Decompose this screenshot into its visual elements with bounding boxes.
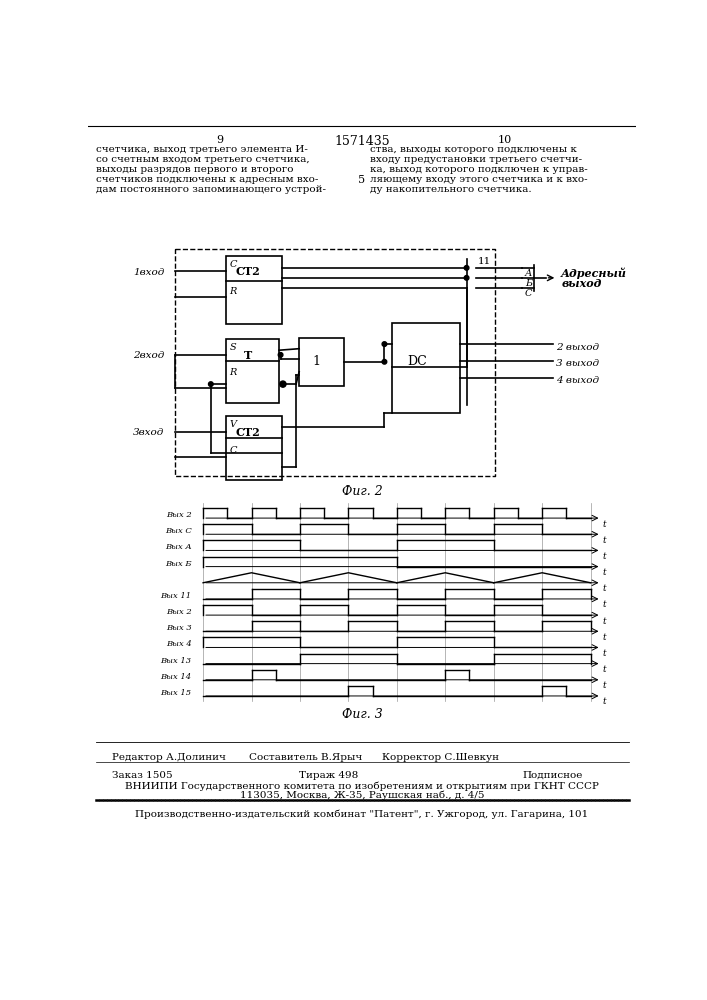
Text: Заказ 1505: Заказ 1505 <box>112 771 173 780</box>
Text: Адресный: Адресный <box>561 268 627 279</box>
Text: выход: выход <box>561 278 602 289</box>
Text: ляющему входу этого счетчика и к вхо-: ляющему входу этого счетчика и к вхо- <box>370 175 588 184</box>
Text: 2вход: 2вход <box>134 351 165 360</box>
Text: дам постоянного запоминающего устрой-: дам постоянного запоминающего устрой- <box>96 185 326 194</box>
Text: DC: DC <box>407 355 427 368</box>
Text: 10: 10 <box>498 135 512 145</box>
Text: 9: 9 <box>216 135 223 145</box>
Text: Вых А: Вых А <box>165 543 192 551</box>
Text: А: А <box>525 269 532 278</box>
Text: ду накопительного счетчика.: ду накопительного счетчика. <box>370 185 532 194</box>
Text: 1вход: 1вход <box>134 268 165 277</box>
Text: Вых 2: Вых 2 <box>165 608 192 616</box>
Text: 1: 1 <box>312 355 320 368</box>
Text: t: t <box>603 698 607 706</box>
Text: t: t <box>603 568 607 577</box>
Text: CT2: CT2 <box>235 266 260 277</box>
Text: Составитель В.Ярыч: Составитель В.Ярыч <box>249 753 362 762</box>
Circle shape <box>209 382 213 386</box>
Text: R: R <box>230 368 237 377</box>
Text: CT2: CT2 <box>235 427 260 438</box>
Circle shape <box>464 266 469 270</box>
Text: 5: 5 <box>358 175 366 185</box>
Text: Подписное: Подписное <box>522 771 583 780</box>
Text: Вых 15: Вых 15 <box>160 689 192 697</box>
Text: Вых 14: Вых 14 <box>160 673 192 681</box>
Bar <box>226 416 282 480</box>
Text: t: t <box>603 617 607 626</box>
Text: Вых 2: Вых 2 <box>165 511 192 519</box>
Text: t: t <box>603 649 607 658</box>
Text: t: t <box>603 681 607 690</box>
Text: 3вход: 3вход <box>134 428 165 437</box>
Circle shape <box>280 381 286 387</box>
Text: Вых 4: Вых 4 <box>165 640 192 648</box>
Text: t: t <box>603 520 607 529</box>
Text: Б: Б <box>525 279 532 288</box>
Text: t: t <box>603 536 607 545</box>
Text: t: t <box>603 665 607 674</box>
Text: выходы разрядов первого и второго: выходы разрядов первого и второго <box>96 165 293 174</box>
Text: счетчиков подключены к адресным вхо-: счетчиков подключены к адресным вхо- <box>96 175 318 184</box>
Text: Вых С: Вых С <box>165 527 192 535</box>
Text: T: T <box>244 350 252 361</box>
Text: V: V <box>230 420 236 429</box>
Text: Производственно-издательский комбинат "Патент", г. Ужгород, ул. Гагарина, 101: Производственно-издательский комбинат "П… <box>135 809 588 819</box>
Text: входу предустановки третьего счетчи-: входу предустановки третьего счетчи- <box>370 155 582 164</box>
Text: Корректор С.Шевкун: Корректор С.Шевкун <box>382 753 499 762</box>
Text: Вых 3: Вых 3 <box>165 624 192 632</box>
Text: С: С <box>525 289 532 298</box>
Text: ства, выходы которого подключены к: ства, выходы которого подключены к <box>370 145 577 154</box>
Circle shape <box>464 276 469 280</box>
Bar <box>226 256 282 324</box>
Text: 11: 11 <box>477 257 491 266</box>
Text: 4 выход: 4 выход <box>556 376 599 385</box>
Text: t: t <box>603 584 607 593</box>
Circle shape <box>382 359 387 364</box>
Bar <box>299 338 344 386</box>
Text: S: S <box>230 343 236 352</box>
Text: ка, выход которого подключен к управ-: ка, выход которого подключен к управ- <box>370 165 588 174</box>
Text: Фиг. 2: Фиг. 2 <box>341 485 382 498</box>
Text: Вых 13: Вых 13 <box>160 657 192 665</box>
Text: t: t <box>603 552 607 561</box>
Text: ВНИИПИ Государственного комитета по изобретениям и открытиям при ГКНТ СССР: ВНИИПИ Государственного комитета по изоб… <box>125 781 599 791</box>
Bar <box>226 339 279 403</box>
Text: R: R <box>230 287 237 296</box>
Text: Редактор А.Долинич: Редактор А.Долинич <box>112 753 226 762</box>
Text: t: t <box>603 600 607 609</box>
Text: Тираж 498: Тираж 498 <box>299 771 358 780</box>
Text: C: C <box>230 446 237 455</box>
Text: t: t <box>603 633 607 642</box>
Text: Вых Б: Вых Б <box>165 560 192 568</box>
Bar <box>392 323 460 413</box>
Text: 3 выход: 3 выход <box>556 359 599 368</box>
Text: C: C <box>230 260 237 269</box>
Text: 2 выход: 2 выход <box>556 343 599 352</box>
Circle shape <box>279 353 283 357</box>
Text: счетчика, выход третьего элемента И-: счетчика, выход третьего элемента И- <box>96 145 308 154</box>
Text: 1571435: 1571435 <box>334 135 390 148</box>
Text: Фиг. 3: Фиг. 3 <box>341 708 382 721</box>
Text: со счетным входом третьего счетчика,: со счетным входом третьего счетчика, <box>96 155 310 164</box>
Text: Вых 11: Вых 11 <box>160 592 192 600</box>
Circle shape <box>382 342 387 346</box>
Text: 113035, Москва, Ж-35, Раушская наб., д. 4/5: 113035, Москва, Ж-35, Раушская наб., д. … <box>240 791 484 800</box>
